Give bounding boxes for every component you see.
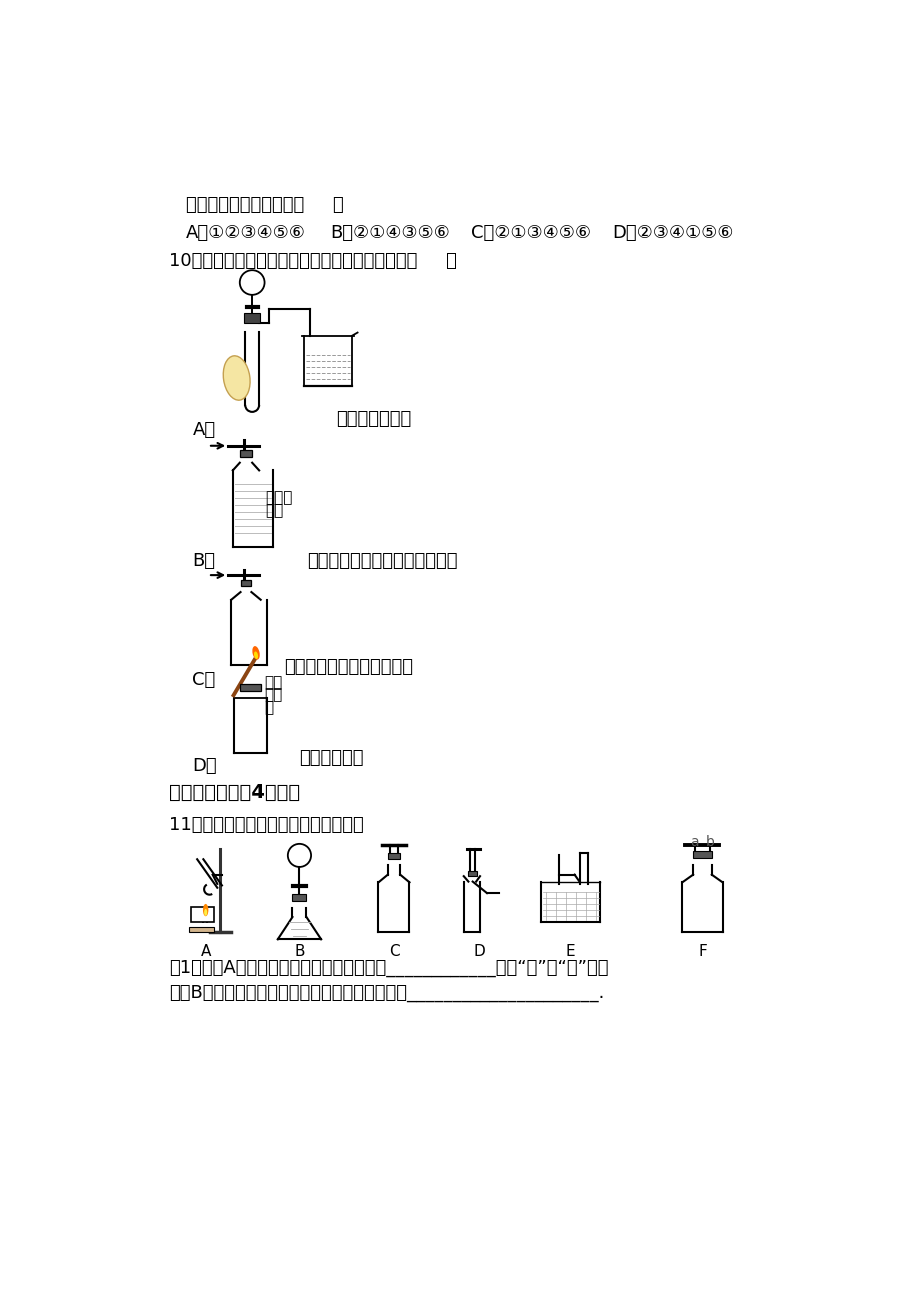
Ellipse shape bbox=[252, 646, 259, 660]
Text: 检验二氧化硨: 检验二氧化硨 bbox=[299, 749, 364, 767]
FancyBboxPatch shape bbox=[292, 894, 306, 901]
Ellipse shape bbox=[203, 904, 209, 917]
FancyBboxPatch shape bbox=[189, 927, 214, 932]
Text: 条: 条 bbox=[265, 700, 274, 715]
Text: 溦液: 溦液 bbox=[265, 503, 283, 518]
Text: E: E bbox=[565, 944, 575, 960]
Text: 置，B装置中长颈漏斗必须伸入液面以下的原因是_____________________.: 置，B装置中长颈漏斗必须伸入液面以下的原因是__________________… bbox=[169, 984, 604, 1003]
Text: 二、解答题（关4小题）: 二、解答题（关4小题） bbox=[169, 783, 300, 802]
Ellipse shape bbox=[223, 355, 250, 400]
FancyBboxPatch shape bbox=[244, 314, 260, 323]
Text: D．②③④①⑤⑥: D．②③④①⑤⑥ bbox=[612, 224, 733, 242]
Text: A: A bbox=[201, 944, 211, 960]
Text: 础酸銀: 础酸銀 bbox=[265, 491, 292, 505]
FancyBboxPatch shape bbox=[240, 579, 251, 586]
FancyBboxPatch shape bbox=[240, 684, 261, 690]
Text: 其中排列顺序正确的是（     ）: 其中排列顺序正确的是（ ） bbox=[186, 197, 344, 215]
Ellipse shape bbox=[254, 651, 258, 659]
Text: F: F bbox=[698, 944, 706, 960]
Text: B．②①④③⑤⑥: B．②①④③⑤⑥ bbox=[330, 224, 449, 242]
Text: 向上排空气法收集二氧化硨: 向上排空气法收集二氧化硨 bbox=[284, 659, 413, 676]
FancyBboxPatch shape bbox=[388, 853, 400, 859]
Text: 检验二氧化硨中是否混有氯化氢: 检验二氧化硨中是否混有氯化氢 bbox=[307, 552, 458, 570]
Text: a: a bbox=[689, 835, 698, 849]
Text: 燃着: 燃着 bbox=[265, 676, 282, 690]
Text: b: b bbox=[705, 835, 714, 849]
Text: C．②①③④⑤⑥: C．②①③④⑤⑥ bbox=[471, 224, 591, 242]
Text: C: C bbox=[388, 944, 399, 960]
Text: B: B bbox=[294, 944, 304, 960]
Text: 10．有关二氧化硨的实验中，能达到实验目的是（     ）: 10．有关二氧化硨的实验中，能达到实验目的是（ ） bbox=[169, 253, 457, 271]
Text: A．①②③④⑤⑥: A．①②③④⑤⑥ bbox=[186, 224, 306, 242]
Text: A．: A． bbox=[192, 421, 215, 439]
Text: 11．根据下列装置图，回答有关问题：: 11．根据下列装置图，回答有关问题： bbox=[169, 816, 364, 835]
Text: 检查装置气密性: 检查装置气密性 bbox=[335, 410, 411, 428]
Text: （1）组装A装置时，酒精灯应在固定试管之____________（填“前”或“后”）放: （1）组装A装置时，酒精灯应在固定试管之____________（填“前”或“后… bbox=[169, 960, 608, 978]
Ellipse shape bbox=[204, 909, 207, 915]
FancyBboxPatch shape bbox=[692, 850, 711, 858]
FancyBboxPatch shape bbox=[240, 450, 252, 457]
Text: 的木: 的木 bbox=[265, 687, 282, 703]
Text: C．: C． bbox=[192, 672, 216, 689]
FancyBboxPatch shape bbox=[191, 907, 214, 922]
FancyBboxPatch shape bbox=[468, 871, 476, 876]
Text: D: D bbox=[473, 944, 484, 960]
Text: D．: D． bbox=[192, 756, 217, 775]
Text: B．: B． bbox=[192, 552, 215, 570]
